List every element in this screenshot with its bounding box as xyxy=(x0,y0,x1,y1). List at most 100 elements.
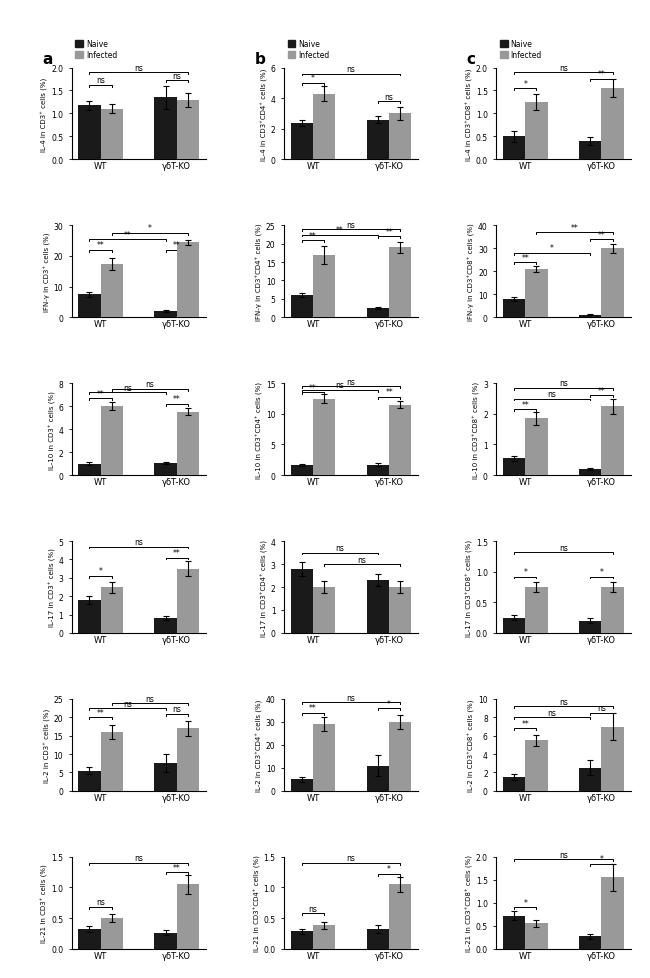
Y-axis label: IL-4 in CD3⁺ cells (%): IL-4 in CD3⁺ cells (%) xyxy=(41,77,48,152)
Bar xyxy=(78,295,101,318)
Text: ns: ns xyxy=(123,383,132,392)
Text: **: ** xyxy=(385,228,393,237)
Y-axis label: IFN-γ in CD3⁺CD8⁺ cells (%): IFN-γ in CD3⁺CD8⁺ cells (%) xyxy=(468,223,475,321)
Bar xyxy=(389,248,411,318)
Bar xyxy=(78,106,101,160)
Bar xyxy=(291,931,313,949)
Text: ns: ns xyxy=(346,854,356,863)
Text: ns: ns xyxy=(135,64,143,72)
Bar xyxy=(503,618,525,634)
Text: ns: ns xyxy=(135,538,143,547)
Text: ns: ns xyxy=(597,703,606,712)
Text: **: ** xyxy=(173,395,181,404)
Bar xyxy=(503,299,525,318)
Text: **: ** xyxy=(173,241,181,250)
Text: a: a xyxy=(42,52,52,67)
Text: **: ** xyxy=(309,383,317,392)
Y-axis label: IL-10 in CD3⁺ cells (%): IL-10 in CD3⁺ cells (%) xyxy=(48,390,55,469)
Text: *: * xyxy=(387,699,391,708)
Bar xyxy=(313,588,335,634)
Text: *: * xyxy=(523,567,527,576)
Bar xyxy=(525,419,547,475)
Text: ns: ns xyxy=(559,697,567,706)
Text: c: c xyxy=(467,52,476,67)
Y-axis label: IL-21 in CD3⁺CD4⁺ cells (%): IL-21 in CD3⁺CD4⁺ cells (%) xyxy=(254,855,261,952)
Y-axis label: IL-4 in CD3⁺CD8⁺ cells (%): IL-4 in CD3⁺CD8⁺ cells (%) xyxy=(465,68,473,160)
Bar xyxy=(291,569,313,634)
Text: **: ** xyxy=(521,719,529,728)
Bar xyxy=(177,243,199,318)
Text: ns: ns xyxy=(172,71,181,81)
Bar xyxy=(101,733,123,791)
Bar xyxy=(367,309,389,318)
Text: **: ** xyxy=(521,253,529,262)
Bar xyxy=(291,123,313,160)
Y-axis label: IL-2 in CD3⁺CD8⁺ cells (%): IL-2 in CD3⁺CD8⁺ cells (%) xyxy=(468,699,475,791)
Bar xyxy=(525,740,547,791)
Bar xyxy=(525,923,547,949)
Bar xyxy=(313,95,335,160)
Bar xyxy=(601,407,624,475)
Text: ns: ns xyxy=(346,693,356,702)
Legend: Naive, Infected: Naive, Infected xyxy=(75,40,117,60)
Text: ns: ns xyxy=(96,898,105,907)
Bar xyxy=(367,120,389,160)
Text: *: * xyxy=(311,74,315,83)
Bar xyxy=(313,255,335,318)
Bar xyxy=(601,727,624,791)
Text: **: ** xyxy=(309,231,317,241)
Text: **: ** xyxy=(571,224,578,233)
Bar xyxy=(367,929,389,949)
Text: ns: ns xyxy=(309,904,317,912)
Bar xyxy=(177,729,199,791)
Text: **: ** xyxy=(597,386,605,395)
Text: ns: ns xyxy=(96,76,105,85)
Bar xyxy=(177,884,199,949)
Bar xyxy=(101,407,123,475)
Text: ns: ns xyxy=(548,708,556,717)
Bar xyxy=(579,316,601,318)
Text: ns: ns xyxy=(335,381,345,390)
Y-axis label: IL-17 in CD3⁺CD4⁺ cells (%): IL-17 in CD3⁺CD4⁺ cells (%) xyxy=(261,539,268,636)
Text: *: * xyxy=(523,79,527,89)
Text: ns: ns xyxy=(346,378,356,386)
Text: **: ** xyxy=(97,241,105,250)
Y-axis label: IFN-γ in CD3⁺ cells (%): IFN-γ in CD3⁺ cells (%) xyxy=(44,233,51,312)
Y-axis label: IL-21 in CD3⁺CD8⁺ cells (%): IL-21 in CD3⁺CD8⁺ cells (%) xyxy=(465,855,473,952)
Bar xyxy=(601,588,624,634)
Bar xyxy=(579,936,601,949)
Bar xyxy=(177,413,199,475)
Text: **: ** xyxy=(97,708,105,717)
Bar xyxy=(389,405,411,475)
Legend: Naive, Infected: Naive, Infected xyxy=(288,40,330,60)
Bar xyxy=(601,249,624,318)
Bar xyxy=(155,933,177,949)
Bar xyxy=(389,884,411,949)
Text: ns: ns xyxy=(335,544,345,553)
Bar xyxy=(367,766,389,791)
Bar xyxy=(101,110,123,160)
Bar xyxy=(155,464,177,475)
Bar xyxy=(177,101,199,160)
Bar xyxy=(579,768,601,791)
Text: ns: ns xyxy=(559,378,567,388)
Text: ns: ns xyxy=(172,704,181,713)
Text: **: ** xyxy=(309,703,317,712)
Bar xyxy=(101,588,123,634)
Text: ns: ns xyxy=(385,93,393,102)
Bar xyxy=(155,764,177,791)
Bar xyxy=(389,722,411,791)
Text: b: b xyxy=(254,52,265,67)
Bar xyxy=(313,925,335,949)
Y-axis label: IL-4 in CD3⁺CD4⁺ cells (%): IL-4 in CD3⁺CD4⁺ cells (%) xyxy=(261,68,268,160)
Text: ns: ns xyxy=(135,854,143,863)
Bar xyxy=(291,466,313,475)
Text: *: * xyxy=(99,567,103,576)
Bar xyxy=(601,877,624,949)
Bar xyxy=(367,581,389,634)
Text: ns: ns xyxy=(146,694,154,703)
Bar xyxy=(601,89,624,160)
Text: ns: ns xyxy=(123,699,132,708)
Bar xyxy=(155,619,177,634)
Bar xyxy=(579,621,601,634)
